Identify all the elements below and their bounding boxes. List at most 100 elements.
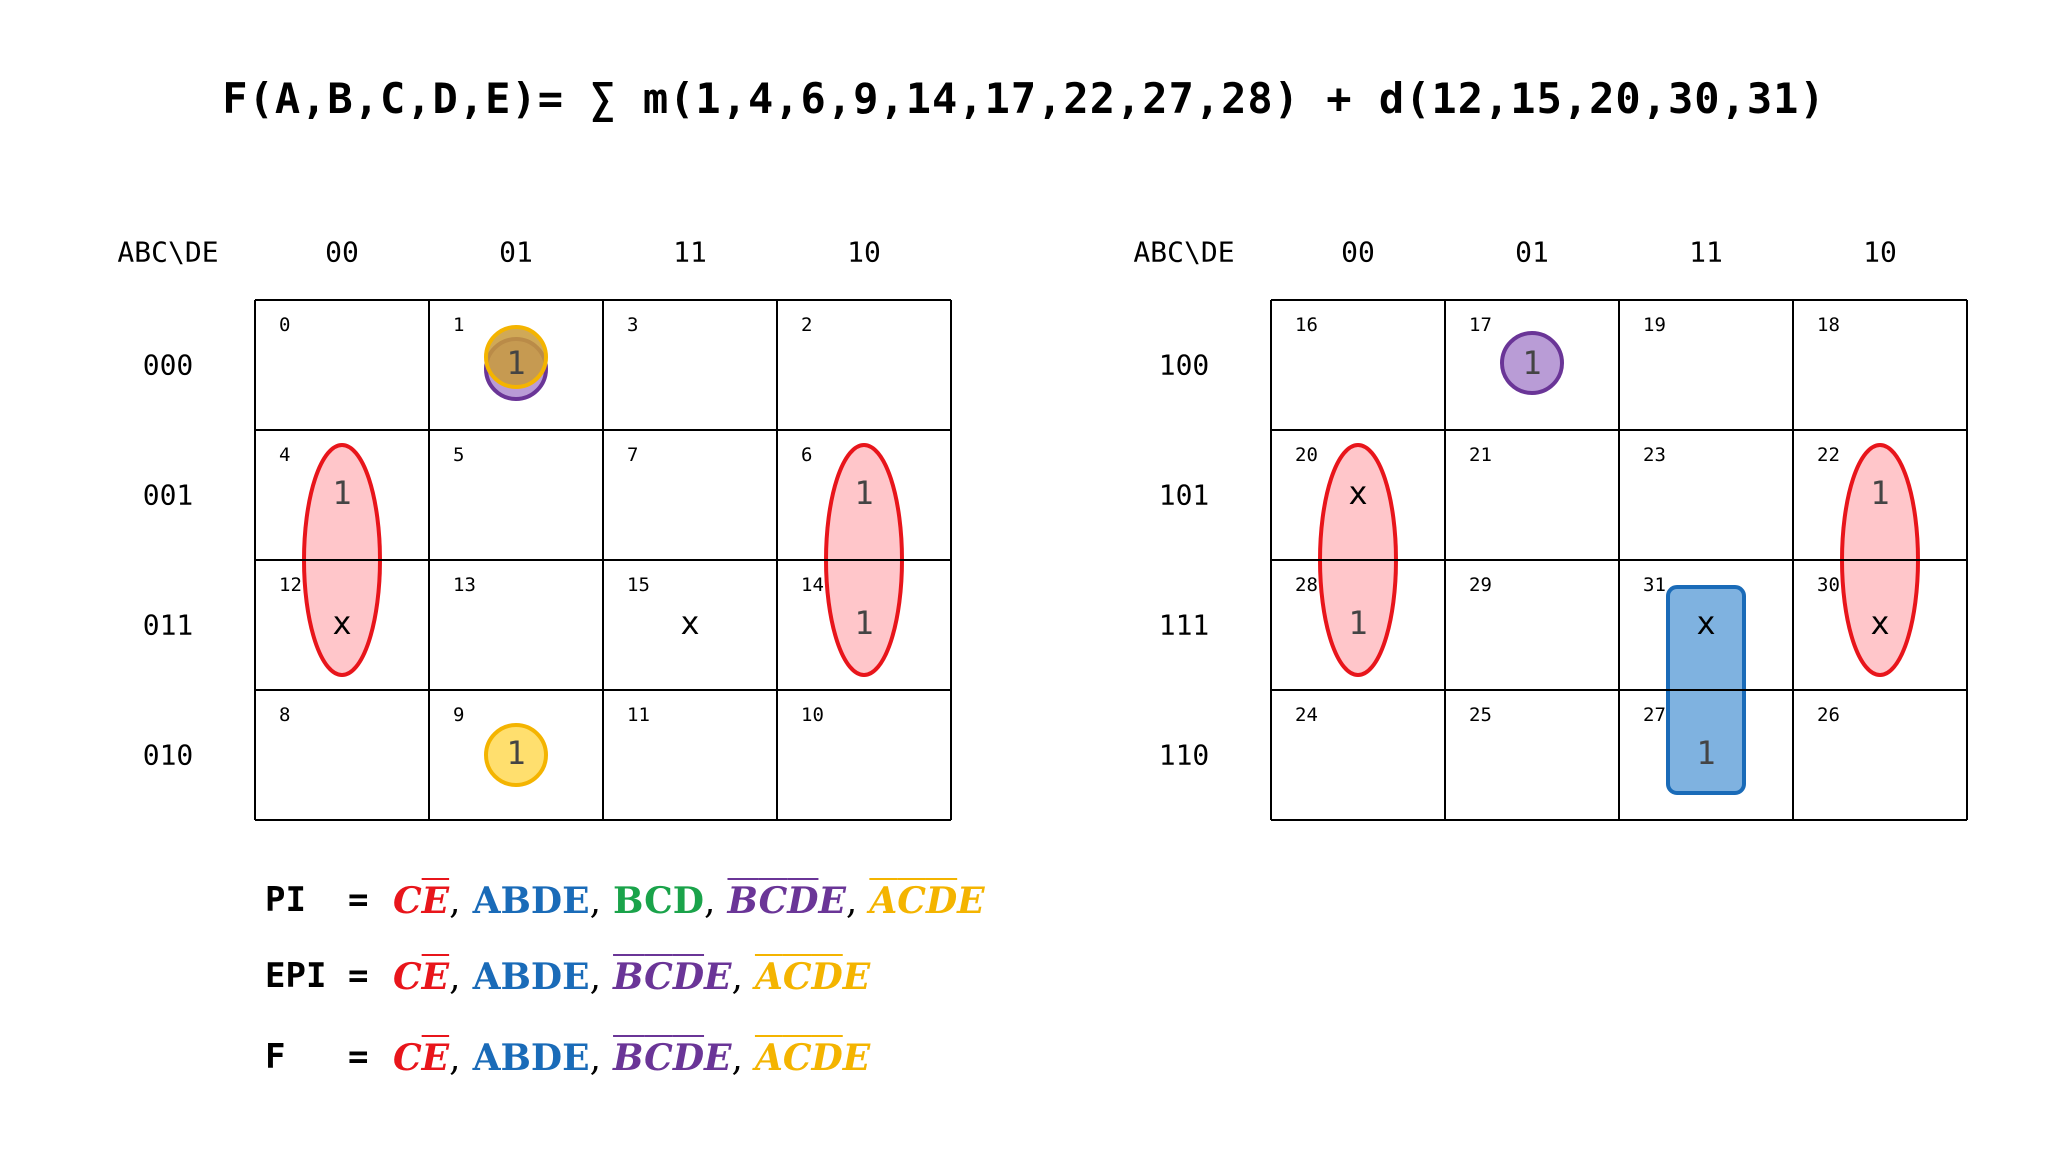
cell-number: 3 xyxy=(627,314,639,336)
cell-number: 30 xyxy=(1817,574,1840,596)
term: BCD xyxy=(613,880,704,922)
term-separator: , xyxy=(704,881,716,922)
column-header: 10 xyxy=(1863,235,1897,269)
expression-terms: CE, ABDE, BCD, BCDE, ACDE xyxy=(393,880,985,922)
term-letter: D xyxy=(811,1037,843,1079)
term: CE xyxy=(393,1037,449,1079)
term-separator: , xyxy=(589,881,602,922)
term-letter: A xyxy=(869,880,898,922)
term-letter: ABDE xyxy=(472,1037,590,1079)
cell-value: 1 xyxy=(332,474,352,512)
expression-name: EPI xyxy=(265,956,327,996)
term-separator: , xyxy=(589,1038,602,1079)
row-header: 100 xyxy=(1158,348,1210,382)
cell-number: 28 xyxy=(1295,574,1318,596)
column-header: 01 xyxy=(499,235,533,269)
term-letter: E xyxy=(421,880,450,922)
term: CE xyxy=(393,880,449,922)
term-letter: C xyxy=(897,880,926,922)
cell-number: 0 xyxy=(279,314,291,336)
cell-number: 12 xyxy=(279,574,302,596)
term-letter: C xyxy=(758,880,788,922)
row-header: 101 xyxy=(1158,478,1210,512)
cell-value: 1 xyxy=(506,734,526,772)
row-header: 000 xyxy=(142,348,194,382)
cell-number: 4 xyxy=(279,444,291,466)
term-letter: B xyxy=(613,1037,645,1079)
row-header: 001 xyxy=(142,478,194,512)
cell-number: 11 xyxy=(627,704,650,726)
term-letter: D xyxy=(672,956,705,998)
kmap-grid xyxy=(1270,299,1968,821)
kmap-left: ABC\DE 00 01 11 10 000 001 011 010 0 1 1 3 2 4 1 5 7 6 1 12 x… xyxy=(110,215,1070,855)
cell-value: 1 xyxy=(506,344,526,382)
column-header: 01 xyxy=(1515,235,1549,269)
cell-number: 17 xyxy=(1469,314,1492,336)
column-header: 11 xyxy=(1689,235,1723,269)
column-header: 00 xyxy=(1341,235,1375,269)
row-header: 111 xyxy=(1158,608,1210,642)
term-separator: , xyxy=(449,881,461,922)
term-separator: , xyxy=(731,957,743,998)
group-acde-yellow xyxy=(484,325,548,389)
cell-value: 1 xyxy=(1696,734,1716,772)
row-header: 110 xyxy=(1158,738,1210,772)
term-letter: B xyxy=(613,956,645,998)
row-header: 010 xyxy=(142,738,194,772)
expression-terms: CE, ABDE, BCDE, ACDE xyxy=(393,956,870,998)
cell-number: 2 xyxy=(801,314,813,336)
cell-value: x xyxy=(332,604,352,642)
term-letter: B xyxy=(727,880,759,922)
term-separator: , xyxy=(449,957,461,998)
term: BCDE xyxy=(613,956,731,998)
column-header: 10 xyxy=(847,235,881,269)
term-letter: E xyxy=(842,956,871,998)
term: BCDE xyxy=(613,1037,731,1079)
term-letter: BCD xyxy=(613,880,705,922)
term-letter: D xyxy=(925,880,958,922)
cell-number: 21 xyxy=(1469,444,1492,466)
cell-number: 13 xyxy=(453,574,476,596)
kmap-right: ABC\DE 00 01 11 10 100 101 111 110 16 17 1 19 18 20 x 21… xyxy=(1126,215,2048,855)
term-letter: E xyxy=(957,880,985,922)
cell-number: 20 xyxy=(1295,444,1318,466)
term-letter: E xyxy=(421,956,450,998)
term-letter: A xyxy=(754,956,783,998)
cell-number: 15 xyxy=(627,574,650,596)
expression-name: PI xyxy=(265,880,306,920)
cell-number: 22 xyxy=(1817,444,1840,466)
term-letter: D xyxy=(672,1037,705,1079)
cell-number: 9 xyxy=(453,704,465,726)
cell-number: 25 xyxy=(1469,704,1492,726)
term-letter: C xyxy=(393,880,422,922)
term: ACDE xyxy=(869,880,984,922)
term: ABDE xyxy=(473,956,590,998)
cell-value: x xyxy=(1696,604,1716,642)
term-letter: C xyxy=(782,1037,812,1079)
term-letter: C xyxy=(644,1037,673,1079)
term-letter: C xyxy=(393,956,422,998)
term-letter: C xyxy=(644,956,673,998)
cell-number: 27 xyxy=(1643,704,1666,726)
group-acde-yellow xyxy=(484,723,548,787)
cell-number: 7 xyxy=(627,444,639,466)
column-header: 11 xyxy=(673,235,707,269)
cell-number: 14 xyxy=(801,574,824,596)
cell-number: 10 xyxy=(801,704,824,726)
cell-number: 6 xyxy=(801,444,813,466)
expression-equals: = xyxy=(348,880,369,920)
term-letter: E xyxy=(818,880,846,922)
kmap-corner-label: ABC\DE xyxy=(117,235,219,269)
term-letter: E xyxy=(842,1037,871,1079)
term: ABDE xyxy=(473,1037,590,1079)
group-bcde-purple xyxy=(1500,331,1564,395)
term-separator: , xyxy=(845,881,858,922)
cell-value: 1 xyxy=(854,474,874,512)
expression-name: F xyxy=(265,1037,286,1077)
kmap-corner-label: ABC\DE xyxy=(1133,235,1235,269)
expression-terms: CE, ABDE, BCDE, ACDE xyxy=(393,1037,870,1079)
term-letter: E xyxy=(704,956,732,998)
kmap-grid xyxy=(254,299,952,821)
cell-value: 1 xyxy=(1870,474,1890,512)
term-separator: , xyxy=(449,1038,461,1079)
